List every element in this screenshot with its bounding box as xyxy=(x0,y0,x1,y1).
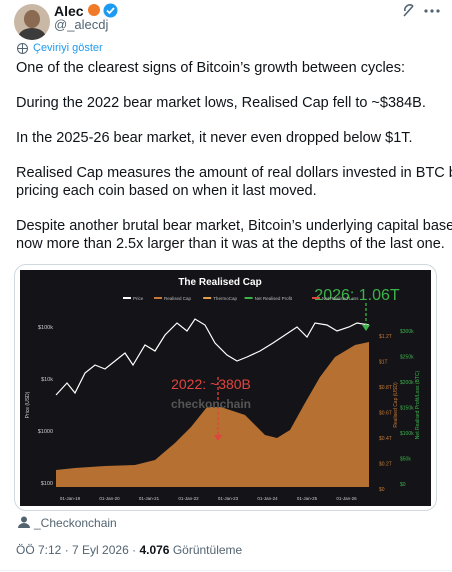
time[interactable]: ÖÖ 7:12 xyxy=(16,543,62,557)
chart-label: 01-Jan-24 xyxy=(257,496,278,501)
legend-swatch xyxy=(123,297,131,299)
attribution[interactable]: _Checkonchain xyxy=(34,516,117,530)
person-icon xyxy=(18,516,30,528)
chart-label: $0.8T xyxy=(379,385,392,391)
chart-image: The Realised Cap 2026: 1.06T 2022: ~380B… xyxy=(20,270,431,506)
tweet-line: Realised Cap measures the amount of real… xyxy=(16,165,452,181)
chart-label: Price (USD) xyxy=(25,391,31,418)
price-line xyxy=(55,318,370,396)
chart-label: $150k xyxy=(400,406,414,412)
translate-link[interactable]: Çeviriyi göster xyxy=(33,42,103,54)
chart-label: $0.6T xyxy=(379,411,392,417)
chart-label: $0.4T xyxy=(379,436,392,442)
chart-label: Net Realised Profit xyxy=(255,296,293,301)
legend-swatch xyxy=(312,297,320,299)
chart-label: Realised Cap (USD) xyxy=(393,382,399,428)
chart-label: 01-Jan-21 xyxy=(139,496,160,501)
chart-label: $0 xyxy=(400,482,406,488)
media[interactable]: The Realised Cap 2026: 1.06T 2022: ~380B… xyxy=(14,264,437,511)
arrow-head xyxy=(362,325,370,331)
chart-label: $100k xyxy=(400,431,414,437)
chart-label: $1000 xyxy=(38,429,53,435)
tweet-line: pricing each coin based on when it last … xyxy=(16,183,317,199)
views: 4.076 xyxy=(139,543,170,557)
chart-label: 01-Jan-22 xyxy=(178,496,199,501)
views-label: Görüntüleme xyxy=(172,543,243,557)
name[interactable]: Alec xyxy=(54,3,84,19)
chart-label: ThermoCap xyxy=(213,296,237,301)
chart-label: $10k xyxy=(41,377,53,383)
chart-label: $0 xyxy=(379,487,385,493)
tweet-line: Despite another brutal bear market, Bitc… xyxy=(16,218,452,234)
legend-swatch xyxy=(203,297,212,299)
chart-label: Realised Cap xyxy=(164,296,192,301)
separator: · xyxy=(64,543,69,557)
chart-label: Net Realised Profit/Loss (BTC) xyxy=(415,370,421,439)
watermark: checkonchain xyxy=(171,397,251,411)
chart-label: 01-Jan-26 xyxy=(336,496,357,501)
divider xyxy=(0,570,452,571)
tweet-line: now more than 2.5x larger than it was at… xyxy=(16,236,445,252)
chart-label: Net Realised Loss xyxy=(322,296,359,301)
annotation: 2026: 1.06T xyxy=(314,287,400,304)
chart-label: $1T xyxy=(379,360,388,366)
legend-swatch xyxy=(244,297,253,299)
verified-badge xyxy=(103,3,118,18)
chart-label: $100 xyxy=(41,481,53,487)
chart-label: $0.2T xyxy=(379,462,392,468)
tweet-line: During the 2022 bear market lows, Realis… xyxy=(16,95,426,111)
chart-label: $300k xyxy=(400,329,414,335)
handle[interactable]: @_alecdj xyxy=(54,17,109,32)
chart-label: 01-Jan-19 xyxy=(60,496,81,501)
tweet-line: One of the clearest signs of Bitcoin’s g… xyxy=(16,60,406,76)
translate-icon xyxy=(17,43,28,54)
chart-label: $1.2T xyxy=(379,334,392,340)
date[interactable]: 7 Eyl 2026 xyxy=(72,543,129,557)
realised-cap-area xyxy=(56,342,369,487)
header-icons[interactable] xyxy=(400,2,450,20)
annotation: 2022: ~380B xyxy=(171,376,251,392)
footer: ÖÖ 7:12 · 7 Eyl 2026 · 4.076 Görüntüleme xyxy=(16,543,242,557)
chart-label: 01-Jan-20 xyxy=(99,496,120,501)
chart-label: $100k xyxy=(38,325,53,331)
emoji xyxy=(88,4,100,16)
chart-label: 01-Jan-25 xyxy=(297,496,318,501)
arrow-head xyxy=(214,435,222,441)
chart-title: The Realised Cap xyxy=(178,277,261,288)
chart-labels: Price Realised Cap ThermoCap Net Realised P… xyxy=(25,296,421,501)
chart-label: $50k xyxy=(400,457,411,463)
chart-label: 01-Jan-23 xyxy=(218,496,239,501)
separator: · xyxy=(132,543,137,557)
avatar[interactable] xyxy=(14,4,50,40)
chart-label: Price xyxy=(133,296,144,301)
chart-label: $250k xyxy=(400,355,414,361)
chart-label: $200k xyxy=(400,380,414,386)
legend-swatch xyxy=(154,297,162,299)
tweet-line: In the 2025-26 bear market, it never eve… xyxy=(16,130,413,146)
